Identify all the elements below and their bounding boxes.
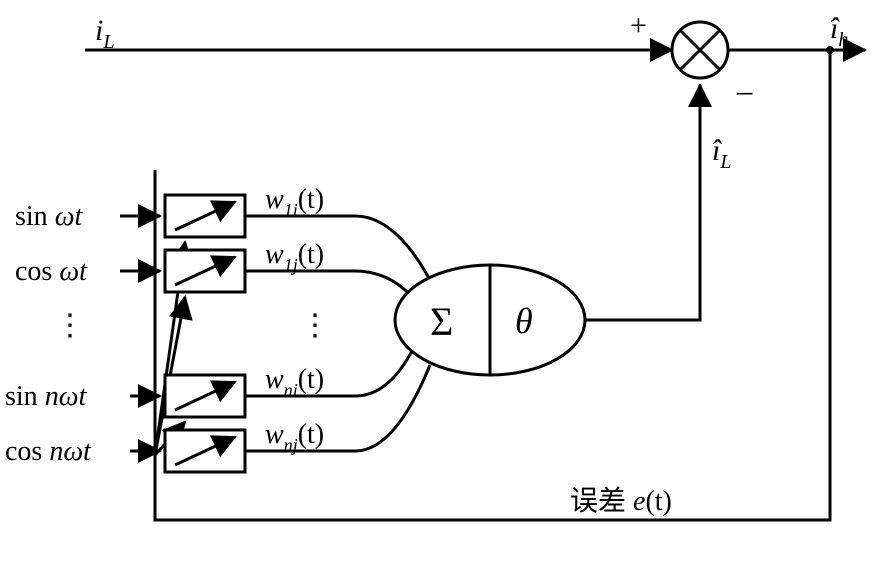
label-il: iL — [95, 14, 114, 53]
vdots-mid: ⋮ — [300, 309, 330, 342]
g2-to-sum — [245, 271, 415, 300]
estimate-path — [585, 85, 700, 320]
label-sinnwt: sin nωt — [5, 381, 87, 412]
summing-junction — [672, 22, 728, 78]
label-ih: îh — [830, 12, 848, 51]
label-sinwt: sin ωt — [15, 201, 83, 232]
svg-text:θ: θ — [515, 301, 533, 341]
label-cosnwt: cos nωt — [5, 436, 92, 467]
error-label: 误差 e(t) — [570, 485, 672, 517]
svg-text:Σ: Σ — [430, 299, 453, 344]
plus-sign: + — [630, 9, 647, 42]
gain-block-2 — [165, 250, 245, 292]
label-il-hat: îL — [712, 134, 731, 173]
label-coswt: cos ωt — [15, 256, 88, 287]
gain-block-3 — [165, 375, 245, 417]
gain-block-4 — [165, 430, 245, 472]
minus-sign: − — [735, 76, 754, 113]
adaptive-notch-diagram: iL + îh 误差 e(t) — [0, 0, 880, 571]
gain-block-1 — [165, 195, 245, 237]
sum-theta-block: Σ θ — [395, 265, 585, 375]
vdots-left: ⋮ — [55, 309, 85, 342]
